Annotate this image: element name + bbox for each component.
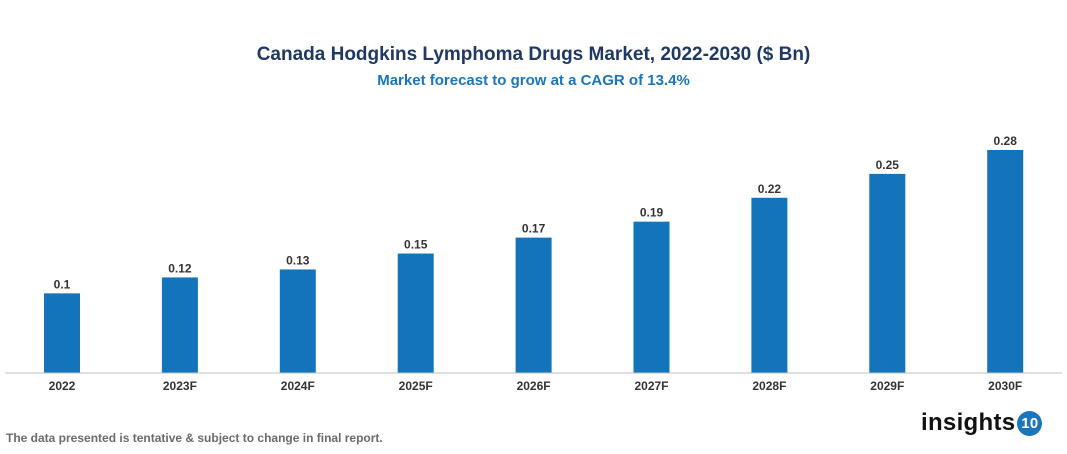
bar (869, 173, 906, 373)
chart-subtitle: Market forecast to grow at a CAGR of 13.… (377, 72, 690, 89)
data-label: 0.22 (758, 182, 782, 196)
data-label: 0.1 (54, 277, 71, 291)
bar (397, 253, 434, 373)
x-tick-label: 2026F (517, 379, 551, 393)
data-label: 0.19 (640, 206, 664, 220)
bar (161, 277, 198, 373)
x-tick-label: 2025F (399, 379, 433, 393)
insights10-logo: insights 10 (921, 409, 1043, 437)
x-tick-label: 2029F (870, 379, 904, 393)
x-tick-label: 2030F (988, 379, 1022, 393)
bar (515, 237, 552, 373)
data-label: 0.15 (404, 238, 428, 252)
x-tick-label: 2027F (634, 379, 668, 393)
bar (44, 293, 80, 373)
bar (987, 150, 1024, 373)
logo-text: insights (921, 409, 1016, 436)
data-label: 0.13 (286, 253, 310, 267)
data-label: 0.25 (876, 158, 900, 172)
disclaimer: The data presented is tentative & subjec… (6, 431, 383, 445)
bar (751, 197, 788, 373)
x-tick-label: 2023F (163, 379, 197, 393)
data-label: 0.12 (168, 261, 192, 275)
logo-badge: 10 (1017, 410, 1043, 436)
x-tick-label: 2028F (752, 379, 786, 393)
bar (279, 269, 316, 373)
x-tick-label: 2024F (281, 379, 315, 393)
data-label: 0.17 (522, 222, 546, 236)
x-tick-label: 2022 (49, 379, 76, 393)
chart-title: Canada Hodgkins Lymphoma Drugs Market, 2… (256, 44, 811, 65)
data-label: 0.28 (994, 134, 1018, 148)
bar (633, 221, 670, 373)
